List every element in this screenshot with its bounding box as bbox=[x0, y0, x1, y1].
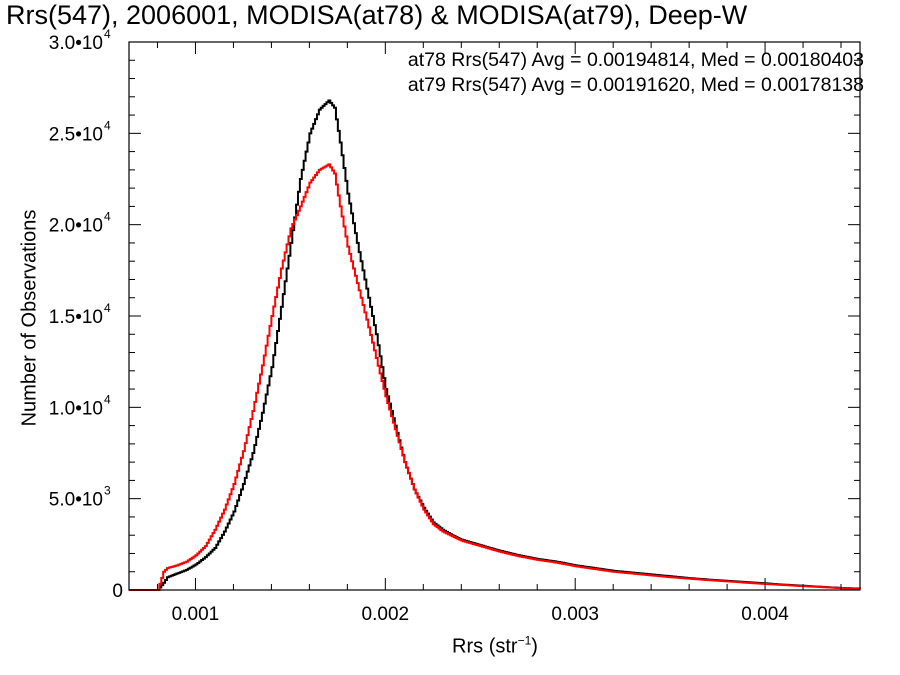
axes-frame bbox=[128, 41, 861, 591]
y-tick-label: 2.5•10 bbox=[49, 124, 103, 145]
y-tick-label: 0 bbox=[112, 581, 123, 602]
y-tick-label-exponent: 4 bbox=[104, 301, 111, 315]
x-tick-label: 0.002 bbox=[362, 604, 410, 625]
x-axis-label-end: ) bbox=[531, 635, 538, 658]
legend-entry-at78: at78 Rrs(547) Avg = 0.00194814, Med = 0.… bbox=[407, 49, 864, 71]
chart-title: Rrs(547), 2006001, MODISA(at78) & MODISA… bbox=[6, 0, 748, 30]
y-tick-label-exponent: 4 bbox=[104, 118, 111, 132]
x-axis-label: Rrs (str−1) bbox=[452, 634, 538, 659]
y-tick-label-exponent: 3 bbox=[104, 484, 111, 498]
x-tick-label: 0.004 bbox=[741, 604, 789, 625]
series-line-at79 bbox=[129, 163, 861, 591]
y-tick-label: 1.0•10 bbox=[49, 398, 103, 419]
y-tick-label: 1.5•10 bbox=[49, 307, 103, 328]
x-axis-label-exponent: −1 bbox=[517, 633, 532, 648]
legend-entry-at79: at79 Rrs(547) Avg = 0.00191620, Med = 0.… bbox=[407, 74, 864, 96]
x-tick-label: 0.003 bbox=[551, 604, 599, 625]
y-tick-label: 2.0•10 bbox=[49, 216, 103, 237]
y-tick-label-exponent: 4 bbox=[104, 27, 111, 41]
y-tick-label-exponent: 4 bbox=[104, 392, 111, 406]
y-tick-label-exponent: 4 bbox=[104, 210, 111, 224]
y-tick-label: 5.0•10 bbox=[49, 490, 103, 511]
legend: at78 Rrs(547) Avg = 0.00194814, Med = 0.… bbox=[408, 48, 864, 98]
series-line-at78 bbox=[129, 99, 861, 591]
y-tick-label: 3.0•10 bbox=[49, 33, 103, 54]
x-axis-label-base: Rrs (str bbox=[452, 635, 518, 658]
x-tick-label: 0.001 bbox=[172, 604, 220, 625]
